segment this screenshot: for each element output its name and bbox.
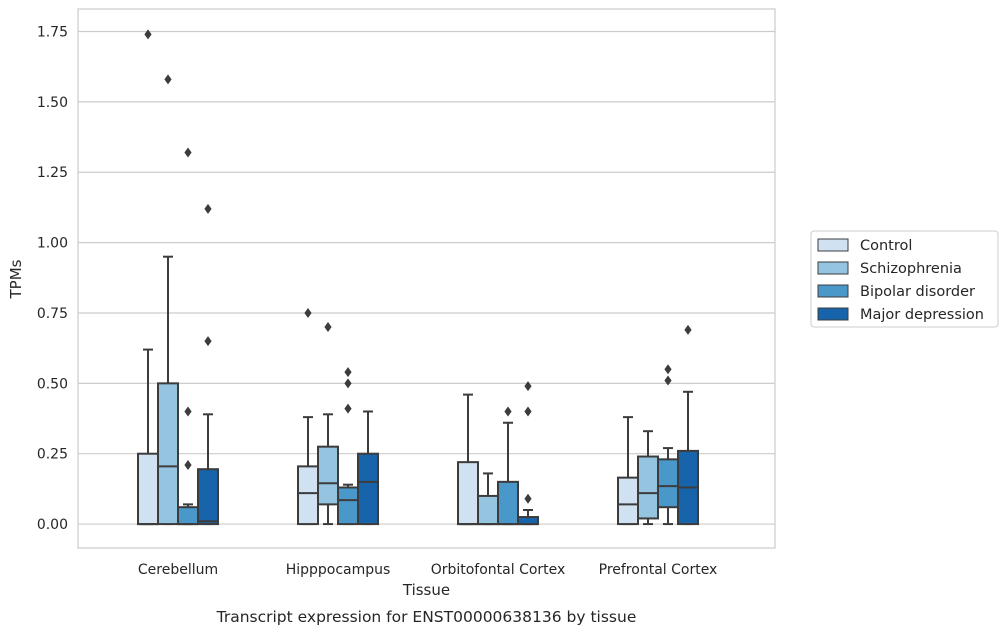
box-major-depression — [357, 410, 379, 526]
box-control — [617, 416, 639, 526]
iqr-box — [637, 455, 659, 520]
y-tick-label: 1.25 — [37, 165, 68, 181]
box-control — [457, 393, 479, 526]
legend-label: Control — [860, 238, 912, 254]
iqr-box — [657, 458, 679, 509]
plot-frame — [77, 8, 776, 549]
x-tick-label: Hipppocampus — [286, 562, 391, 578]
y-axis-label: TPMs — [7, 259, 25, 299]
iqr-box — [177, 506, 199, 526]
y-tick-label: 1.75 — [37, 25, 68, 41]
boxes — [137, 29, 699, 526]
legend: Control Schizophrenia Bipolar disorder Majo… — [810, 230, 999, 328]
iqr-box — [497, 480, 519, 526]
outlier-point — [524, 406, 532, 417]
iqr-box — [517, 516, 539, 526]
y-tick-label: 1.00 — [37, 236, 68, 252]
box-bipolar-disorder — [497, 406, 519, 526]
iqr-box — [477, 494, 499, 526]
outlier-point — [344, 367, 352, 378]
outlier-point — [344, 378, 352, 389]
outlier-point — [524, 493, 532, 504]
box-bipolar-disorder — [177, 147, 199, 526]
y-tick-label: 0.50 — [37, 376, 68, 392]
outlier-point — [664, 375, 672, 386]
outlier-point — [684, 324, 692, 335]
iqr-box — [357, 452, 379, 526]
outlier-point — [184, 406, 192, 417]
x-tick-label: Cerebellum — [138, 562, 218, 578]
iqr-box — [617, 476, 639, 526]
y-tick-label: 1.50 — [37, 95, 68, 111]
legend-frame — [810, 230, 999, 328]
box-major-depression — [197, 203, 219, 526]
box-schizophrenia — [477, 472, 499, 526]
box-schizophrenia — [157, 74, 179, 526]
iqr-box — [197, 468, 219, 526]
outlier-point — [164, 74, 172, 85]
y-tick-label: 0.25 — [37, 447, 68, 463]
outlier-point — [184, 147, 192, 158]
legend-label: Bipolar disorder — [860, 284, 975, 300]
iqr-box — [137, 452, 159, 526]
outlier-point — [344, 403, 352, 414]
legend-swatch — [817, 238, 849, 252]
x-tick-label: Orbitofontal Cortex — [431, 562, 566, 578]
outlier-point — [524, 381, 532, 392]
outlier-point — [304, 307, 312, 318]
outlier-point — [504, 406, 512, 417]
chart-caption: Transcript expression for ENST0000063813… — [216, 608, 637, 626]
iqr-box — [297, 465, 319, 526]
x-tick-labels: Cerebellum Hipppocampus Orbitofontal Corte… — [138, 562, 717, 578]
outlier-point — [664, 364, 672, 375]
box-control — [137, 29, 159, 526]
outlier-point — [204, 336, 212, 347]
outlier-point — [184, 459, 192, 470]
x-tick-label: Prefrontal Cortex — [599, 562, 718, 578]
iqr-box — [337, 486, 359, 526]
box-major-depression — [677, 324, 699, 526]
legend-label: Schizophrenia — [860, 261, 962, 277]
legend-swatch — [817, 307, 849, 321]
box-schizophrenia — [317, 322, 339, 526]
y-tick-labels: 0.00 0.25 0.50 0.75 1.00 1.25 1.50 1.75 — [37, 25, 68, 534]
y-tick-label: 0.00 — [37, 517, 68, 533]
iqr-box — [157, 382, 179, 526]
legend-swatch — [817, 261, 849, 275]
outlier-point — [204, 203, 212, 214]
outlier-point — [144, 29, 152, 40]
legend-swatch — [817, 284, 849, 298]
box-major-depression — [517, 381, 539, 526]
iqr-box — [317, 445, 339, 506]
box-bipolar-disorder — [657, 364, 679, 526]
iqr-box — [457, 461, 479, 526]
outlier-point — [324, 322, 332, 333]
x-axis-label: Tissue — [402, 581, 450, 599]
legend-label: Major depression — [860, 307, 984, 323]
y-tick-label: 0.75 — [37, 306, 68, 322]
